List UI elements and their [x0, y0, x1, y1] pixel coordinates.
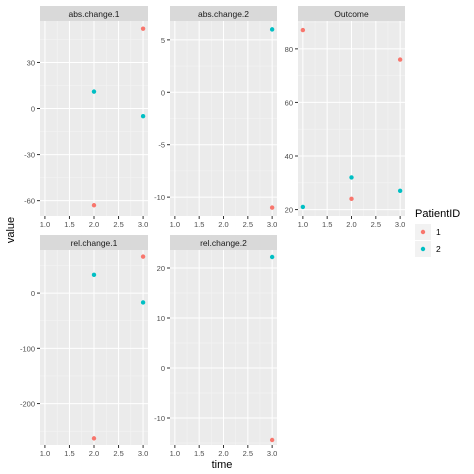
data-point-patient-1 — [269, 205, 275, 210]
x-tick-label: 3.0 — [138, 220, 148, 229]
facet-strip — [298, 6, 405, 21]
x-tick-label: 2.5 — [113, 449, 123, 458]
data-point-patient-1 — [91, 436, 97, 441]
y-tick-label: 20 — [157, 264, 165, 273]
x-tick-label: 2.5 — [371, 220, 381, 229]
y-tick-label: 60 — [285, 98, 293, 107]
y-tick-label: -200 — [20, 400, 35, 409]
x-tick-label: 1.5 — [322, 220, 332, 229]
legend-title: PatientID — [415, 208, 460, 220]
facet-panels: abs.change.11.0 1.5 2.0 2.5 3.0-60-30030abs.… — [20, 6, 405, 458]
x-tick-label: 3.0 — [138, 449, 148, 458]
x-tick-label: 1.5 — [194, 220, 204, 229]
x-tick-label: 1.5 — [194, 449, 204, 458]
data-point-patient-1 — [349, 196, 354, 202]
x-tick-label: 1.0 — [170, 449, 180, 458]
legend-key-label: 1 — [436, 227, 441, 237]
facet-strip — [170, 6, 277, 21]
y-tick-label: -10 — [154, 414, 165, 423]
x-tick-label: 3.0 — [395, 220, 405, 229]
data-point-patient-1 — [269, 437, 275, 443]
legend-keys: 12 — [415, 224, 441, 257]
facet-strip-label: Outcome — [334, 9, 369, 19]
facet-strip — [40, 235, 148, 250]
data-point-patient-1 — [300, 27, 306, 33]
facet-panel: rel.change.2 1.0 1.5 2.0 2.5 3.0 -10 0 10 20 — [154, 235, 277, 458]
y-tick-label: 20 — [285, 206, 293, 215]
legend-key-point-2 — [420, 246, 426, 252]
y-tick-label: -30 — [24, 151, 35, 160]
data-point-patient-1 — [397, 57, 403, 62]
facet-strip — [40, 6, 148, 21]
facet-panel: rel.change.1 1.0 1.5 2.0 2.5 3.0 -200 -100 0 — [20, 235, 148, 458]
y-tick-label: 0 — [31, 289, 35, 298]
y-tick-label: -10 — [154, 193, 165, 202]
facet-strip-label: abs.change.1 — [68, 9, 119, 19]
x-tick-label: 2.0 — [218, 220, 228, 229]
data-point-patient-2 — [269, 27, 275, 32]
facet-strip — [170, 235, 277, 250]
x-tick-label: 1.0 — [40, 449, 50, 458]
data-point-patient-2 — [269, 254, 275, 260]
x-tick-label: 3.0 — [267, 449, 277, 458]
y-tick-label: -60 — [24, 197, 35, 206]
x-tick-label: 1.0 — [170, 220, 180, 229]
data-point-patient-2 — [140, 113, 146, 119]
y-tick-label: 0 — [161, 88, 165, 97]
x-tick-label: 2.5 — [243, 220, 253, 229]
y-tick-label: 10 — [157, 314, 165, 323]
y-axis-title: value — [5, 217, 17, 243]
data-point-patient-2 — [91, 272, 97, 278]
x-tick-label: 1.0 — [298, 220, 308, 229]
facet-panel: abs.change.2 1.0 1.5 2.0 2.5 3.0 -10 -5 0 5 — [154, 6, 277, 229]
data-point-patient-2 — [300, 204, 306, 210]
data-point-patient-2 — [397, 188, 403, 194]
x-tick-label: 2.5 — [113, 220, 123, 229]
x-tick-label: 2.0 — [346, 220, 356, 229]
data-point-patient-2 — [91, 89, 97, 94]
x-tick-label: 2.0 — [89, 449, 99, 458]
data-point-patient-1 — [140, 254, 146, 259]
y-tick-label: -5 — [158, 141, 165, 150]
x-tick-label: 1.5 — [64, 449, 74, 458]
x-tick-label: 2.5 — [243, 449, 253, 458]
y-tick-label: 30 — [27, 58, 35, 67]
y-tick-label: 5 — [161, 36, 165, 45]
legend: PatientID 12 — [415, 208, 460, 257]
x-tick-label: 1.5 — [64, 220, 74, 229]
data-point-patient-2 — [349, 175, 354, 180]
x-tick-label: 3.0 — [267, 220, 277, 229]
facet-strip-label: abs.change.2 — [198, 9, 249, 19]
data-point-patient-2 — [140, 300, 146, 305]
data-point-patient-1 — [140, 26, 146, 31]
y-tick-label: 80 — [285, 45, 293, 54]
facet-strip-label: rel.change.1 — [71, 238, 118, 248]
y-tick-label: 0 — [161, 364, 165, 373]
x-tick-label: 2.0 — [218, 449, 228, 458]
legend-key-label: 2 — [436, 244, 441, 254]
data-point-patient-1 — [91, 203, 97, 208]
x-axis-title: time — [212, 459, 233, 471]
facet-strip-label: rel.change.2 — [200, 238, 247, 248]
legend-key-point-1 — [420, 229, 426, 235]
x-tick-label: 2.0 — [89, 220, 99, 229]
y-tick-label: -100 — [20, 344, 35, 353]
facet-panel: Outcome 1.0 1.5 2.0 2.5 3.0 20 40 60 80 — [285, 6, 405, 229]
x-tick-label: 1.0 — [40, 220, 50, 229]
y-tick-label: 40 — [285, 152, 293, 161]
y-tick-label: 0 — [31, 105, 35, 114]
facet-panel: abs.change.1 1.0 1.5 2.0 2.5 3.0 -60 -30 0 30 — [24, 6, 148, 229]
